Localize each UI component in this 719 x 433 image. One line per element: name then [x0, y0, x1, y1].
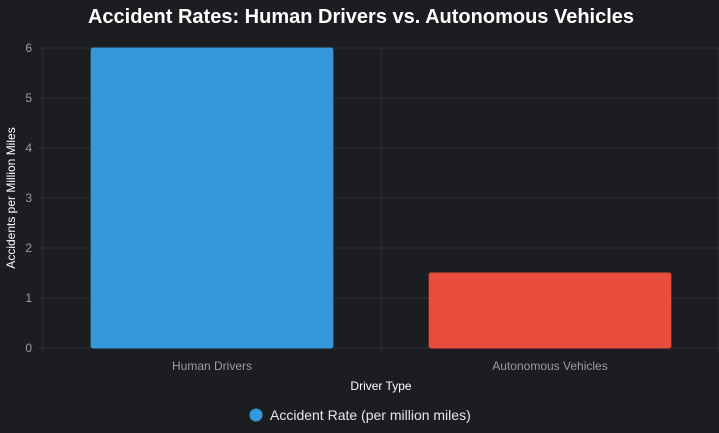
y-tick-label: 4: [25, 141, 32, 155]
y-tick-label: 0: [25, 341, 32, 355]
legend[interactable]: Accident Rate (per million miles): [249, 407, 471, 423]
y-tick-label: 2: [25, 241, 32, 255]
y-tick-label: 1: [25, 291, 32, 305]
chart-title: Accident Rates: Human Drivers vs. Autono…: [88, 6, 634, 28]
y-tick-label: 5: [25, 91, 32, 105]
y-tick-label: 3: [25, 191, 32, 205]
y-axis-ticks: 0 1 2 3 4 5 6: [25, 41, 32, 355]
y-axis-label: Accidents per Million Miles: [4, 127, 18, 268]
legend-marker: [249, 408, 263, 422]
x-axis-label: Driver Type: [350, 379, 411, 393]
bar-human-drivers[interactable]: [90, 47, 334, 349]
legend-label: Accident Rate (per million miles): [270, 407, 471, 423]
y-tick-label: 6: [25, 41, 32, 55]
bar-autonomous-vehicles[interactable]: [428, 272, 672, 349]
x-tick-label: Autonomous Vehicles: [492, 359, 607, 373]
x-axis-ticks: Human Drivers Autonomous Vehicles: [172, 359, 608, 373]
bars: [90, 47, 672, 349]
x-tick-label: Human Drivers: [172, 359, 252, 373]
